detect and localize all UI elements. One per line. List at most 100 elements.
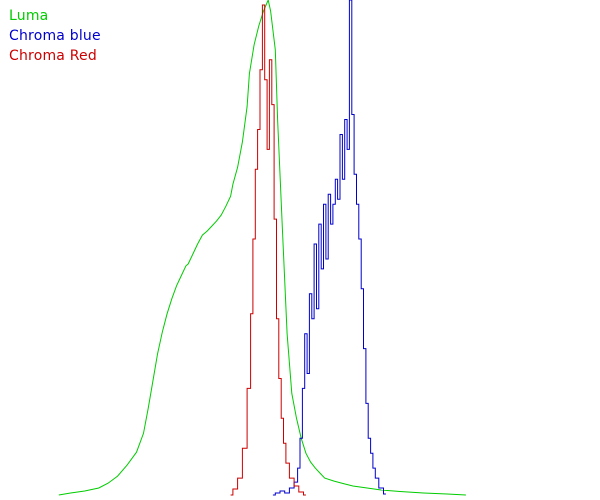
data-point-chroma-blue (345, 119, 346, 120)
data-point-luma (232, 184, 233, 185)
data-point-chroma-red (254, 239, 255, 240)
data-point-chroma-red (277, 318, 278, 319)
data-point-chroma-blue (322, 268, 323, 269)
data-point-luma (237, 167, 238, 168)
legend-item-luma: Luma (9, 8, 49, 24)
data-point-chroma-blue (291, 488, 292, 489)
legend: Luma Chroma blue Chroma Red (9, 6, 101, 66)
data-point-chroma-blue (296, 482, 297, 483)
data-point-chroma-blue (282, 491, 283, 492)
data-point-chroma-blue (364, 348, 365, 349)
data-point-luma (117, 476, 118, 477)
data-point-chroma-red (230, 495, 231, 496)
data-point-luma (287, 333, 288, 334)
data-point-chroma-blue (371, 453, 372, 454)
data-point-luma (192, 254, 193, 255)
series-line-chroma-red (230, 4, 306, 496)
series-line-luma (58, 0, 466, 496)
data-point-luma (334, 481, 335, 482)
data-point-chroma-red (251, 313, 252, 314)
data-point-luma (296, 418, 297, 419)
data-point-luma (211, 226, 212, 227)
data-point-chroma-blue (376, 478, 377, 479)
data-point-chroma-red (296, 486, 297, 487)
data-point-chroma-blue (315, 244, 316, 245)
data-point-chroma-blue (317, 308, 318, 309)
data-point-chroma-red (282, 418, 283, 419)
data-point-chroma-blue (298, 468, 299, 469)
data-point-chroma-blue (305, 333, 306, 334)
data-point-luma (127, 465, 128, 466)
data-point-chroma-red (268, 149, 269, 150)
data-point-luma (324, 478, 325, 479)
data-point-chroma-blue (355, 174, 356, 175)
data-point-luma (188, 263, 189, 264)
data-point-chroma-blue (362, 288, 363, 289)
data-point-luma (225, 206, 226, 207)
data-point-chroma-red (256, 169, 257, 170)
data-point-chroma-red (284, 443, 285, 444)
data-point-luma (152, 381, 153, 382)
data-point-luma (148, 408, 149, 409)
data-point-chroma-blue (308, 373, 309, 374)
data-point-luma (58, 495, 59, 496)
data-point-chroma-blue (301, 438, 302, 439)
data-point-luma (70, 493, 71, 494)
data-point-chroma-blue (277, 493, 278, 494)
data-point-chroma-blue (320, 224, 321, 225)
data-point-chroma-blue (374, 468, 375, 469)
data-point-luma (263, 11, 264, 12)
legend-item-chroma-blue: Chroma blue (9, 28, 101, 44)
data-point-chroma-blue (369, 438, 370, 439)
data-point-luma (185, 265, 186, 266)
data-point-luma (197, 244, 198, 245)
data-point-luma (447, 494, 448, 495)
data-point-chroma-blue (287, 493, 288, 494)
data-point-luma (270, 11, 271, 12)
data-point-luma (305, 453, 306, 454)
data-point-luma (343, 483, 344, 484)
data-point-chroma-blue (329, 194, 330, 195)
data-point-luma (171, 298, 172, 299)
data-point-chroma-red (270, 59, 271, 60)
data-point-chroma-blue (360, 239, 361, 240)
data-point-chroma-blue (367, 403, 368, 404)
data-point-luma (157, 353, 158, 354)
data-point-luma (320, 473, 321, 474)
data-point-luma (291, 393, 292, 394)
data-point-chroma-blue (341, 134, 342, 135)
data-point-luma (221, 215, 222, 216)
data-point-luma (181, 275, 182, 276)
data-point-luma (207, 231, 208, 232)
data-point-chroma-blue (348, 149, 349, 150)
data-point-chroma-red (265, 79, 266, 80)
data-point-luma (277, 119, 278, 120)
data-point-chroma-red (258, 129, 259, 130)
data-point-luma (352, 486, 353, 487)
data-point-chroma-red (249, 388, 250, 389)
data-point-chroma-red (272, 104, 273, 105)
data-point-chroma-red (280, 378, 281, 379)
data-point-chroma-red (263, 5, 264, 6)
data-point-chroma-blue (357, 204, 358, 205)
data-point-luma (400, 491, 401, 492)
data-point-luma (258, 25, 259, 26)
data-point-luma (167, 313, 168, 314)
data-point-luma (310, 462, 311, 463)
data-point-luma (367, 488, 368, 489)
data-point-chroma-blue (336, 179, 337, 180)
data-point-luma (136, 452, 137, 453)
data-point-chroma-red (287, 463, 288, 464)
data-point-luma (202, 235, 203, 236)
data-point-chroma-blue (343, 179, 344, 180)
data-point-chroma-red (301, 492, 302, 493)
data-point-chroma-blue (331, 224, 332, 225)
data-point-luma (98, 488, 99, 489)
data-point-luma (247, 106, 248, 107)
data-point-chroma-blue (381, 488, 382, 489)
data-point-chroma-red (240, 478, 241, 479)
data-point-luma (254, 44, 255, 45)
data-point-luma (143, 433, 144, 434)
data-point-chroma-blue (352, 114, 353, 115)
